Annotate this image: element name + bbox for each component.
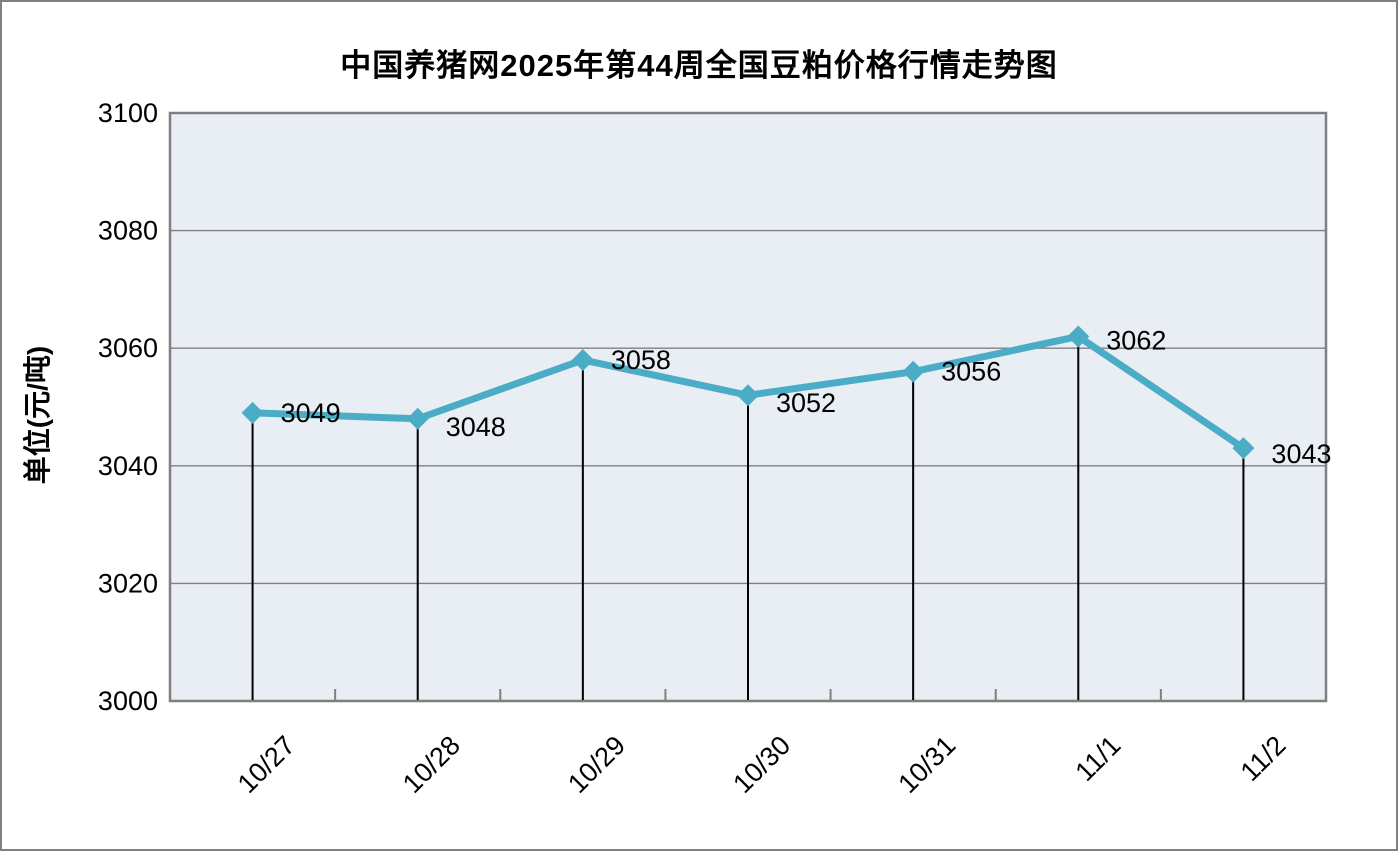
- x-tick-label: 11/1: [1070, 730, 1127, 787]
- data-point-marker: [571, 348, 594, 371]
- data-point-marker: [406, 407, 429, 430]
- data-point-marker: [1067, 325, 1090, 348]
- data-label: 3049: [281, 398, 341, 428]
- data-label: 3058: [611, 345, 671, 375]
- data-label: 3048: [446, 412, 506, 442]
- x-tick-label: 10/28: [397, 730, 466, 799]
- data-point-marker: [902, 360, 925, 383]
- data-point-marker: [1232, 437, 1255, 460]
- chart-title: 中国养猪网2025年第44周全国豆粕价格行情走势图: [340, 48, 1058, 83]
- y-tick-label: 3000: [98, 686, 158, 716]
- data-label: 3043: [1271, 439, 1331, 469]
- x-tick-label: 10/27: [232, 730, 301, 799]
- data-label: 3062: [1106, 325, 1166, 355]
- x-tick-label: 10/31: [892, 730, 961, 799]
- y-tick-label: 3080: [98, 216, 158, 246]
- y-tick-label: 3040: [98, 451, 158, 481]
- y-tick-label: 3100: [98, 98, 158, 128]
- y-axis-title: 单位(元/吨): [22, 345, 53, 485]
- data-label: 3056: [941, 357, 1001, 387]
- data-label: 3052: [776, 388, 836, 418]
- x-tick-label: 11/2: [1235, 730, 1292, 787]
- x-tick-label: 10/30: [727, 730, 796, 799]
- y-tick-label: 3020: [98, 568, 158, 598]
- data-point-marker: [737, 384, 759, 407]
- x-tick-label: 10/29: [562, 730, 631, 799]
- y-tick-label: 3060: [98, 333, 158, 363]
- data-point-marker: [241, 401, 264, 424]
